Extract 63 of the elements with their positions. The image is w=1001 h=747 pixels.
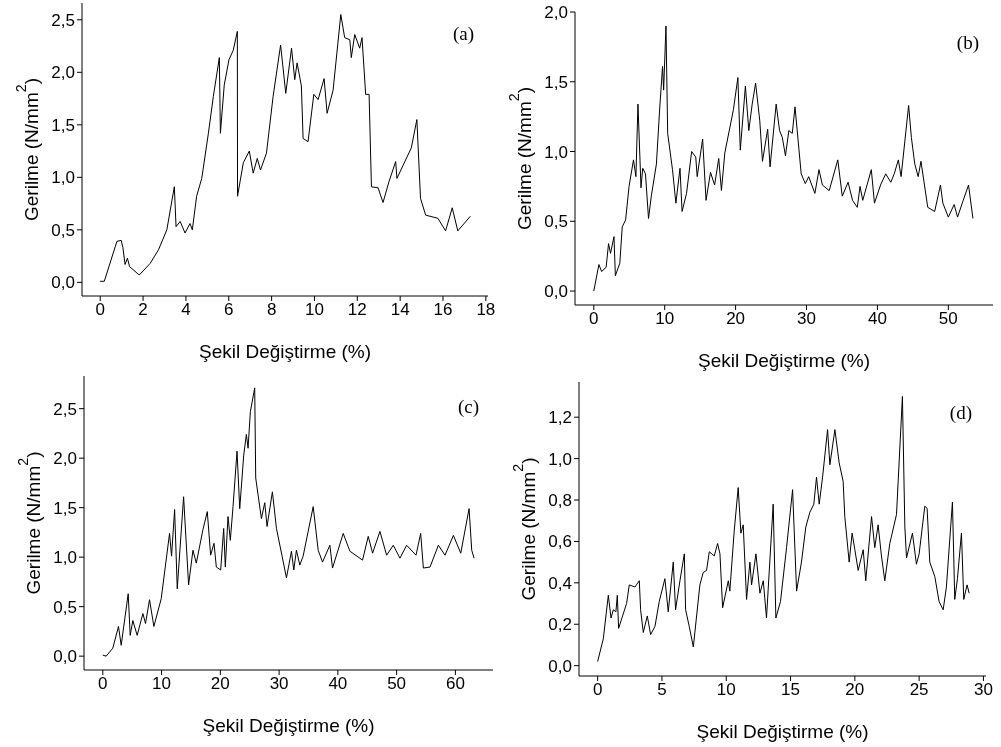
x-tick-label: 0 — [95, 300, 105, 320]
y-tick-label: 2,0 — [53, 449, 77, 469]
x-tick-label: 20 — [845, 680, 865, 700]
x-tick-label: 14 — [390, 300, 410, 320]
y-tick-label: 1,5 — [53, 498, 77, 518]
y-tick-label: 1,5 — [544, 72, 568, 92]
annotation: (c) — [457, 396, 479, 418]
y-tick-label: 1,0 — [544, 142, 568, 162]
x-tick-label: 2 — [138, 300, 148, 320]
y-tick-label: 2,0 — [51, 63, 75, 83]
y-tick-label: 0,4 — [548, 573, 572, 593]
y-tick-label: 1,0 — [53, 548, 77, 568]
x-tick-label: 10 — [305, 300, 324, 320]
x-tick-label: 16 — [433, 300, 453, 320]
y-tick-label: 0,0 — [548, 656, 572, 676]
y-tick-label: 0,5 — [53, 597, 77, 617]
y-tick-label: 0,8 — [548, 491, 572, 511]
y-tick-label: 2,5 — [51, 10, 75, 30]
y-tick-label: 0,5 — [544, 212, 568, 232]
x-tick-label: 0 — [98, 674, 108, 694]
x-tick-label: 10 — [716, 680, 736, 700]
x-tick-label: 0 — [592, 680, 603, 700]
x-axis-title: Şekil Değiştirme (%) — [202, 715, 375, 736]
x-tick-label: 40 — [867, 309, 887, 329]
x-axis-title: Şekil Değiştirme (%) — [696, 721, 869, 742]
x-tick-label: 8 — [266, 300, 277, 320]
x-tick-label: 30 — [797, 309, 816, 329]
line-series — [597, 395, 970, 663]
x-tick-label: 15 — [781, 680, 800, 700]
y-tick-label: 0,5 — [51, 220, 75, 240]
y-tick-label: 0,2 — [548, 615, 572, 635]
x-tick-label: 12 — [347, 300, 367, 320]
annotation: (b) — [956, 32, 979, 54]
x-tick-label: 0 — [589, 309, 599, 329]
x-tick-label: 50 — [938, 309, 958, 329]
x-tick-label: 10 — [655, 309, 675, 329]
x-tick-label: 20 — [726, 309, 746, 329]
x-tick-label: 25 — [909, 680, 929, 700]
y-tick-label: 0,0 — [51, 273, 75, 293]
x-tick-label: 5 — [657, 680, 667, 700]
y-tick-label: 0,0 — [53, 647, 77, 667]
x-tick-label: 10 — [152, 674, 172, 694]
y-tick-label: 1,0 — [548, 449, 572, 469]
y-tick-label: 2,5 — [53, 399, 77, 419]
annotation: (d) — [949, 402, 972, 424]
x-tick-label: 30 — [973, 680, 993, 700]
x-tick-label: 30 — [269, 674, 289, 694]
y-tick-label: 1,2 — [548, 408, 572, 428]
y-tick-label: 0,6 — [548, 532, 572, 552]
x-axis-title: Şekil Değiştirme (%) — [697, 350, 871, 371]
y-tick-label: 2,0 — [544, 3, 568, 23]
x-tick-label: 18 — [476, 300, 496, 320]
annotation: (a) — [452, 23, 474, 45]
x-tick-label: 20 — [210, 674, 230, 694]
y-tick-label: 1,0 — [51, 168, 75, 188]
x-axis-title: Şekil Değiştirme (%) — [198, 341, 372, 362]
x-tick-label: 60 — [445, 674, 465, 694]
x-tick-label: 40 — [328, 674, 348, 694]
y-tick-label: 1,5 — [51, 115, 75, 135]
x-tick-label: 4 — [181, 300, 191, 320]
x-tick-label: 6 — [224, 300, 234, 320]
x-tick-label: 50 — [387, 674, 407, 694]
y-tick-label: 0,0 — [544, 282, 568, 302]
